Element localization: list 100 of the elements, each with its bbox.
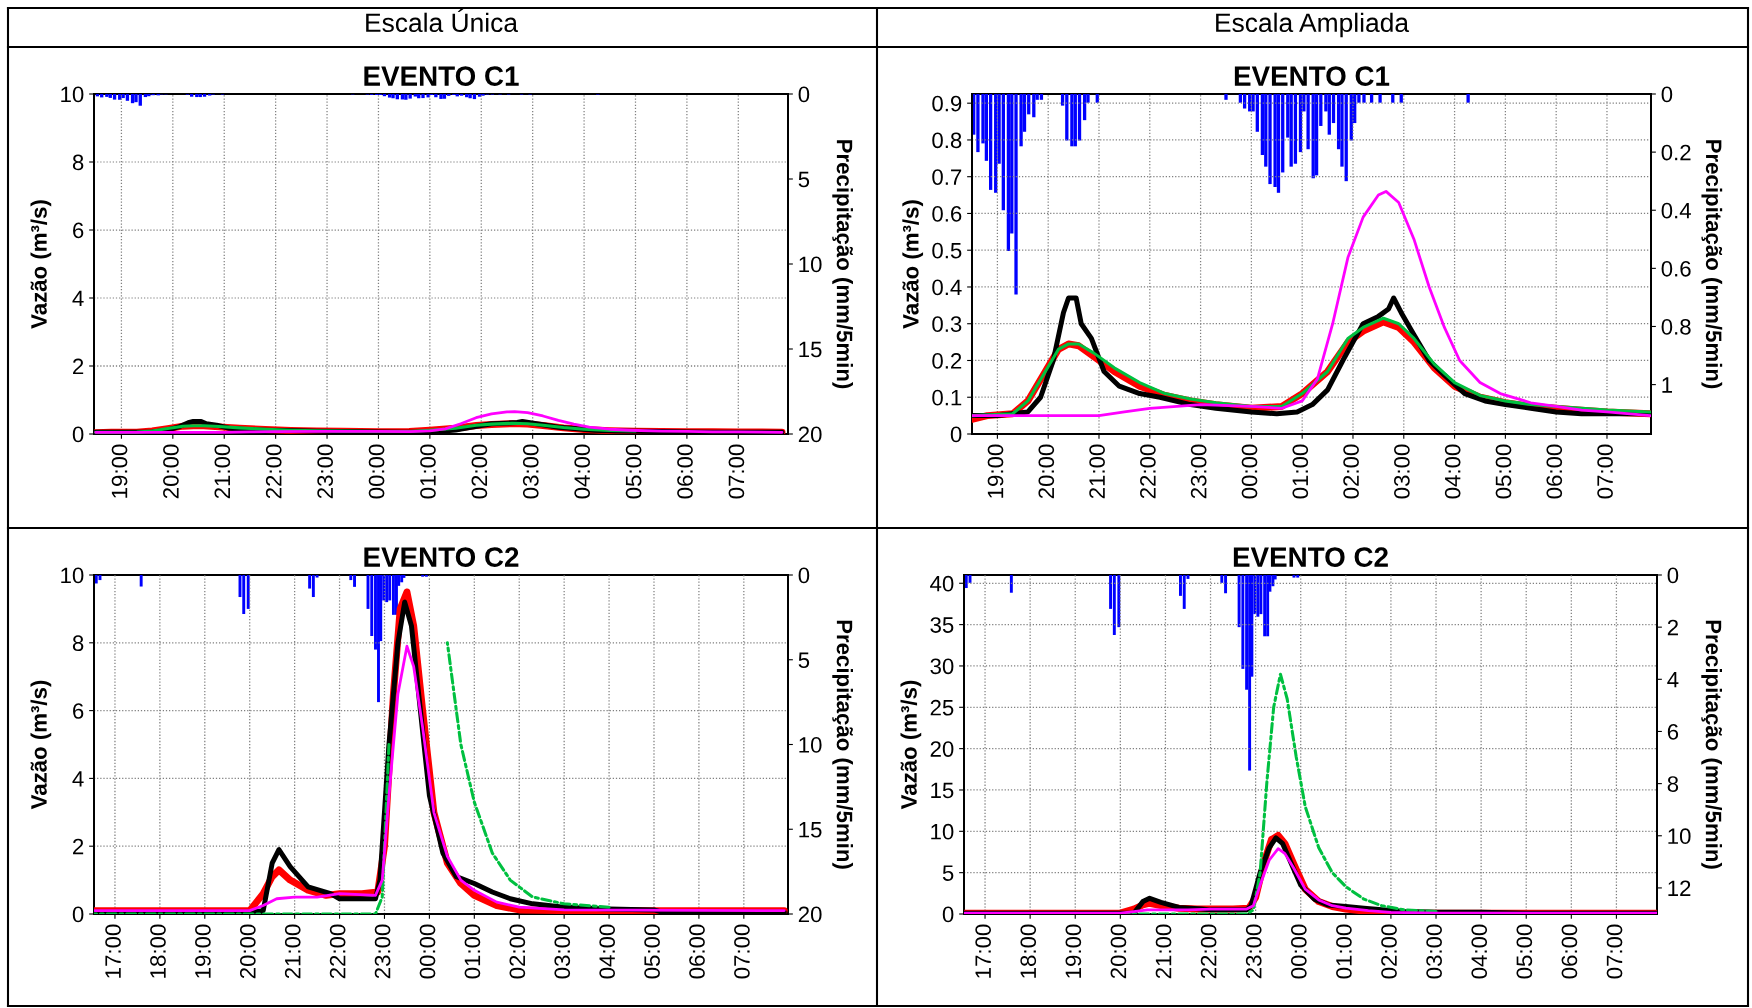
y2-tick-label: 15 [799, 822, 822, 838]
y2-tick-label: 15 [799, 341, 822, 358]
x-tick-label: 06:00 [1561, 924, 1578, 979]
x-tick-label: 19:00 [987, 444, 1004, 498]
y-tick-label: 4 [72, 771, 84, 787]
y2-tick-label: 0.6 [1661, 260, 1691, 277]
x-tick-label: 06:00 [689, 924, 705, 979]
y-tick-label: 6 [73, 222, 84, 239]
x-tick-label: 05:00 [1516, 924, 1533, 979]
y-axis-title: Vazão (m³/s) [30, 200, 52, 329]
y-tick-label: 35 [930, 617, 954, 633]
y-tick-label: 6 [73, 703, 84, 719]
y-tick-label: 40 [930, 575, 954, 592]
y-tick-label: 8 [72, 154, 84, 171]
x-tick-label: 02:00 [1381, 924, 1397, 979]
y2-axis-title: Precipitação (mm/5min) [832, 620, 853, 869]
y2-tick-label: 0 [798, 86, 810, 103]
y-tick-label: 25 [930, 699, 954, 716]
y-tick-label: 10 [61, 86, 84, 103]
x-tick-label: 23:00 [1245, 924, 1262, 979]
text: Escala Única [366, 8, 518, 33]
x-tick-label: 23:00 [374, 924, 391, 979]
y-tick-label: 5 [942, 865, 954, 881]
x-tick-label: 21:00 [1089, 444, 1105, 499]
y-tick-label: 0.2 [932, 353, 962, 369]
text: Escala Ampliada [1216, 12, 1410, 38]
y2-tick-label: 0 [1661, 86, 1673, 103]
y2-tick-label: 5 [798, 171, 810, 188]
x-tick-label: 01:00 [1336, 924, 1352, 979]
x-tick-label: 05:00 [1495, 444, 1512, 499]
y-tick-label: 0.5 [932, 242, 962, 259]
x-tick-label: 23:00 [317, 444, 334, 499]
y-tick-label: 0 [72, 906, 84, 923]
x-tick-label: 03:00 [522, 444, 539, 499]
y2-tick-label: 10 [799, 256, 822, 273]
y2-tick-label: 0 [798, 567, 810, 584]
x-tick-label: 19:00 [111, 444, 128, 498]
x-tick-label: 17:00 [975, 924, 992, 978]
x-tick-label: 19:00 [1065, 924, 1082, 978]
x-tick-label: 00:00 [1241, 444, 1258, 499]
x-tick-label: 19:00 [195, 924, 211, 978]
x-tick-label: 07:00 [734, 924, 750, 979]
x-tick-label: 04:00 [1471, 924, 1488, 979]
x-tick-label: 22:00 [265, 444, 282, 499]
x-tick-label: 04:00 [1444, 444, 1461, 499]
x-tick-label: 20:00 [239, 924, 256, 979]
x-tick-label: 03:00 [1394, 444, 1410, 499]
chart-title: EVENTO C1 [1234, 66, 1390, 86]
y-tick-label: 0 [942, 906, 954, 923]
x-tick-label: 23:00 [1190, 444, 1207, 499]
x-tick-label: 02:00 [509, 924, 526, 979]
y2-axis-title: Precipitação (mm/5min) [1701, 620, 1722, 869]
y-tick-label: 8 [72, 635, 84, 652]
y-tick-label: 0.3 [932, 316, 962, 332]
x-tick-label: 03:00 [554, 924, 571, 979]
y2-tick-label: 0.2 [1661, 144, 1691, 161]
y2-tick-label: 0 [1667, 567, 1679, 584]
x-tick-label: 20:00 [1110, 924, 1127, 979]
y2-tick-label: 0.8 [1661, 319, 1691, 335]
y2-tick-label: 10 [1668, 828, 1691, 845]
y-tick-label: 0.1 [932, 389, 962, 406]
y2-tick-label: 20 [798, 426, 822, 443]
y-tick-label: 4 [72, 290, 84, 307]
x-tick-label: 17:00 [105, 924, 121, 978]
x-tick-label: 01:00 [420, 444, 436, 499]
x-tick-label: 04:00 [599, 924, 616, 979]
y2-tick-label: 8 [1667, 776, 1679, 792]
x-tick-label: 01:00 [464, 924, 481, 979]
x-tick-label: 02:00 [471, 444, 488, 499]
x-tick-label: 02:00 [1343, 444, 1359, 499]
x-tick-label: 20:00 [1038, 444, 1055, 499]
y-tick-label: 0.9 [932, 95, 962, 112]
y-tick-label: 10 [931, 823, 954, 840]
x-tick-label: 05:00 [625, 444, 642, 499]
y2-axis-title: Precipitação (mm/5min) [1701, 140, 1723, 389]
x-tick-label: 22:00 [329, 924, 346, 979]
y2-tick-label: 6 [1667, 724, 1679, 740]
y2-tick-label: 5 [798, 652, 810, 669]
y2-tick-label: 12 [1668, 880, 1691, 896]
y-tick-label: 2 [73, 838, 84, 855]
x-tick-label: 21:00 [284, 924, 301, 979]
x-tick-label: 22:00 [1140, 444, 1156, 499]
chart-title: EVENTO C1 [364, 66, 519, 86]
y2-tick-label: 4 [1667, 672, 1679, 688]
x-tick-label: 18:00 [1020, 924, 1037, 978]
x-tick-label: 07:00 [1606, 924, 1623, 979]
x-tick-label: 21:00 [1155, 924, 1172, 979]
x-tick-label: 21:00 [214, 444, 231, 499]
y-axis-title: Vazão (m³/s) [30, 680, 52, 810]
x-tick-label: 07:00 [728, 444, 745, 499]
y-tick-label: 2 [73, 358, 84, 375]
x-tick-label: 01:00 [1292, 444, 1309, 499]
y-tick-label: 0 [950, 426, 962, 443]
x-tick-label: 07:00 [1597, 444, 1613, 499]
y-tick-label: 0.6 [932, 205, 962, 222]
x-tick-label: 05:00 [644, 924, 660, 979]
x-tick-label: 20:00 [163, 444, 179, 499]
y-tick-label: 0.7 [932, 169, 962, 185]
y-tick-label: 10 [61, 567, 84, 584]
y-axis-title: Vazão (m³/s) [902, 200, 924, 329]
